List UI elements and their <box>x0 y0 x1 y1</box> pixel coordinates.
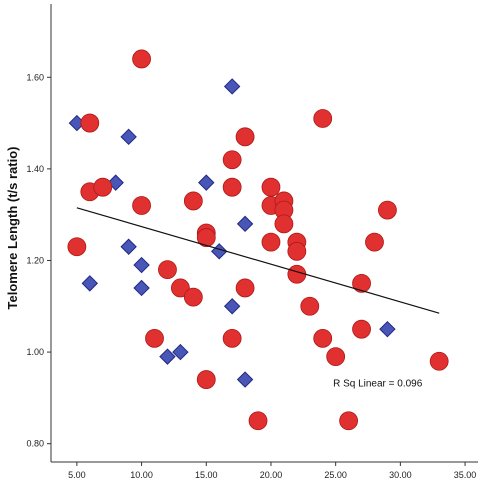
circle-point <box>67 237 87 257</box>
x-tick-label: 20.00 <box>260 470 283 480</box>
data-points <box>67 49 449 431</box>
x-tick-label: 35.00 <box>454 470 477 480</box>
circle-point <box>429 351 449 371</box>
circle-point <box>274 214 294 234</box>
diamond-point <box>236 215 254 233</box>
diamond-point <box>159 348 176 365</box>
circle-point <box>352 319 371 339</box>
y-tick-label: 1.60 <box>26 72 44 82</box>
circle-point <box>196 370 216 389</box>
y-tick-label: 1.00 <box>26 347 44 357</box>
circle-point <box>313 328 333 348</box>
diamond-point <box>133 256 150 274</box>
circle-point <box>326 347 346 367</box>
circle-point <box>339 411 359 431</box>
diamond-point <box>133 279 150 297</box>
circle-point <box>365 232 384 252</box>
circle-point <box>132 196 151 215</box>
x-tick-label: 15.00 <box>195 470 218 480</box>
diamond-point <box>120 128 137 146</box>
circle-point <box>248 411 268 431</box>
circle-point <box>145 328 164 348</box>
fit-line-group <box>76 207 440 314</box>
circle-point <box>93 177 113 197</box>
circle-point <box>378 200 397 220</box>
circle-point <box>261 177 281 197</box>
circle-point <box>261 232 281 252</box>
y-tick-label: 1.40 <box>26 164 44 174</box>
circle-point <box>222 177 242 197</box>
circle-point <box>183 191 203 211</box>
y-tick-label: 0.80 <box>26 439 44 449</box>
circle-point <box>222 150 242 170</box>
diamond-point <box>81 275 99 292</box>
x-tick-label: 30.00 <box>389 470 412 480</box>
diamond-point <box>172 343 189 361</box>
circle-point <box>235 278 255 298</box>
circle-point <box>300 296 320 316</box>
diamond-point <box>379 320 396 338</box>
y-axis-label: Telomere Length (t/s ratio) <box>5 147 20 310</box>
r-squared-annotation: R Sq Linear = 0.096 <box>333 378 423 389</box>
y-tick-label: 1.20 <box>26 255 44 265</box>
circle-point <box>287 241 307 261</box>
diamond-point <box>236 371 254 388</box>
circle-point <box>170 278 190 298</box>
diamond-point <box>120 238 137 255</box>
x-tick-label: 25.00 <box>324 470 347 480</box>
circle-point <box>235 127 255 147</box>
circle-point <box>313 109 333 128</box>
x-tick-label: 10.00 <box>130 470 153 480</box>
circle-point <box>222 328 242 348</box>
circle-point <box>80 113 100 133</box>
chart-axes: 5.00 10.00 15.00 20.00 25.00 30.00 35.00 0.80 1.… <box>26 4 478 480</box>
diamond-point <box>223 78 241 95</box>
diamond-point <box>223 298 241 315</box>
circle-point <box>196 228 216 247</box>
circle-point <box>183 287 203 307</box>
circle-point <box>132 49 151 69</box>
circle-point <box>158 260 177 280</box>
fit-line <box>76 207 440 314</box>
circle-point <box>352 273 371 293</box>
x-tick-label: 5.00 <box>68 470 86 480</box>
diamond-point <box>198 174 215 191</box>
